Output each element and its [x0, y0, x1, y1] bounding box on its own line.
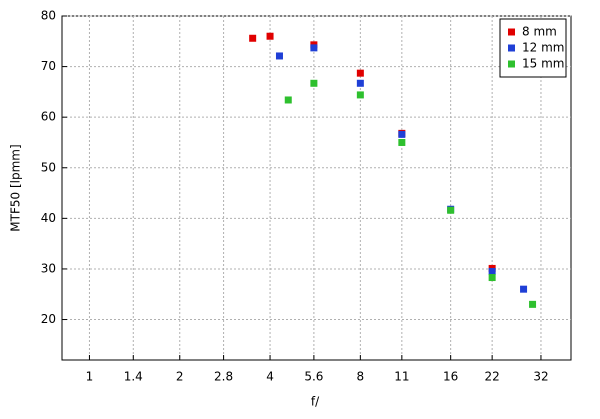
x-tick-label: 8	[357, 370, 365, 384]
legend-label: 12 mm	[522, 41, 564, 55]
x-tick-label: 32	[533, 370, 548, 384]
point	[249, 34, 257, 42]
legend-label: 15 mm	[522, 57, 564, 71]
legend-marker	[508, 28, 515, 36]
x-tick-label: 1.4	[124, 370, 143, 384]
point	[398, 138, 406, 146]
x-tick-label: 5.6	[304, 370, 323, 384]
point	[356, 69, 364, 77]
y-tick-label: 30	[41, 261, 56, 275]
point	[529, 300, 537, 308]
x-tick-label: 11	[394, 370, 409, 384]
x-axis-label: f/	[311, 395, 320, 409]
legend-marker	[508, 60, 515, 68]
point	[266, 32, 274, 40]
y-tick-label: 80	[41, 9, 56, 23]
point	[520, 285, 528, 293]
plot-area	[61, 15, 572, 361]
y-axis-label: MTF50 [lpmm]	[9, 144, 23, 231]
legend-marker	[508, 44, 515, 52]
y-tick-label: 50	[41, 160, 56, 174]
point	[284, 96, 292, 104]
point	[488, 267, 496, 275]
point	[310, 44, 318, 52]
point	[447, 206, 455, 214]
point	[356, 79, 364, 87]
y-tick-label: 40	[41, 211, 56, 225]
y-tick-label: 20	[41, 312, 56, 326]
x-tick-label: 1	[86, 370, 94, 384]
point	[275, 52, 283, 60]
x-tick-label: 2.8	[214, 370, 233, 384]
point	[356, 91, 364, 99]
x-tick-label: 2	[176, 370, 184, 384]
point	[398, 130, 406, 138]
x-tick-label: 16	[443, 370, 458, 384]
point	[310, 79, 318, 87]
x-tick-label: 4	[266, 370, 274, 384]
y-tick-label: 70	[41, 59, 56, 73]
point	[488, 274, 496, 282]
x-tick-label: 22	[485, 370, 500, 384]
legend-label: 8 mm	[522, 25, 557, 39]
y-tick-label: 60	[41, 110, 56, 124]
